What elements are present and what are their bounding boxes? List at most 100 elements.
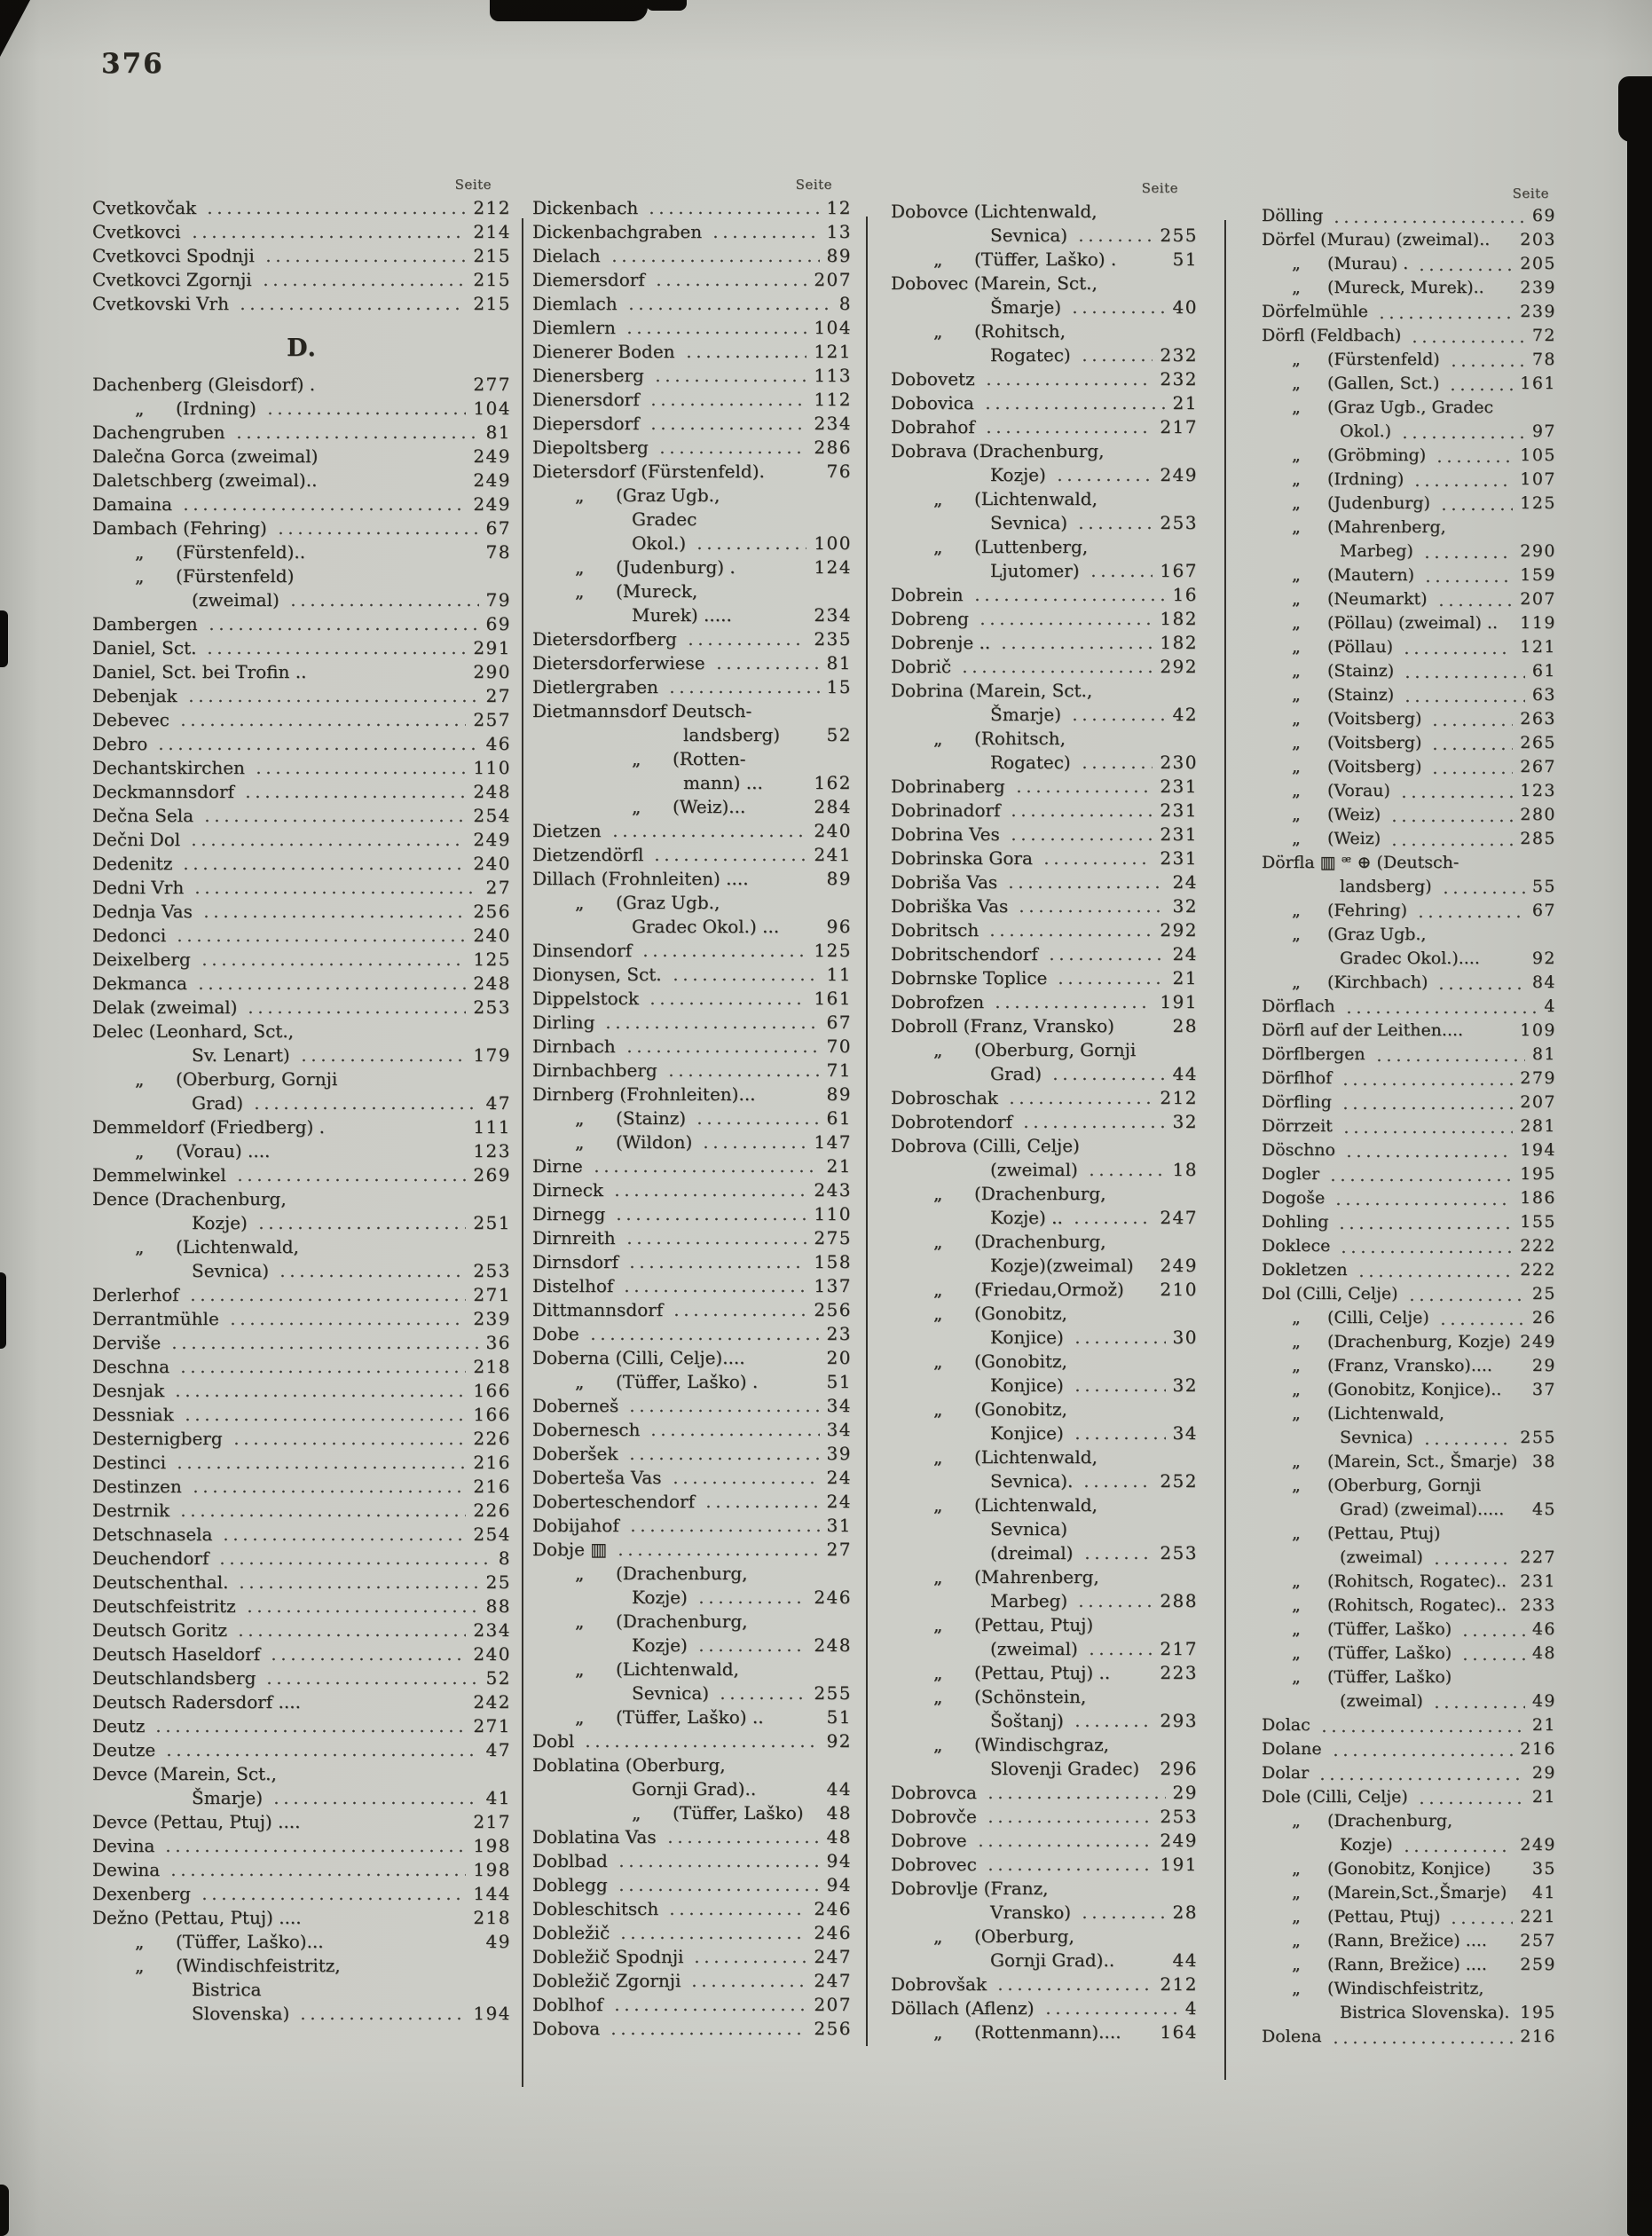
index-row: Dörfl (Feldbach) 72 [1262,326,1556,350]
column-divider [1224,220,1226,2080]
index-row: Dekmanca 248 [92,972,511,996]
entry-name: (Irdning) [1327,469,1404,489]
entry-name: (zweimal) [990,1159,1078,1180]
entry-name: Dogoše [1262,1188,1326,1208]
index-row: Dol (Cilli, Celje) 25 [1262,1284,1556,1308]
dot-leader [616,1850,820,1874]
index-row: „ (Drachenburg, [532,1610,852,1634]
entry-name: (Kirchbach) [1327,972,1428,992]
index-row: Doberneš 34 [532,1395,852,1419]
index-row: Dirnegg 110 [532,1203,852,1227]
dot-leader [1076,1590,1153,1614]
index-row: Dobovce (Lichtenwald, [891,201,1198,224]
entry-page: 292 [1160,656,1198,677]
entry-page: 32 [1172,895,1198,917]
index-row: „ (Windischfeistritz, [1262,1979,1556,2003]
entry-page: 290 [1520,541,1556,561]
entry-name: Döschno [1262,1140,1335,1160]
entry-page: 164 [1160,2021,1198,2043]
entry-page: 144 [473,1883,511,1904]
entry-name: (Tüffer, Laško) [1327,1619,1452,1639]
entry-page: 48 [1531,1643,1556,1663]
seite-column-header: Seite [795,177,832,193]
index-row: Dobrava (Drachenburg, [891,440,1198,464]
entry-name: Dobrava (Drachenburg, [891,440,1105,461]
dot-leader [587,1323,820,1347]
dot-leader [1086,1638,1153,1662]
entry-page: 207 [1520,589,1556,609]
entry-name: (Graz Ugb., Gradec [1327,398,1494,417]
dot-leader [993,991,1153,1015]
entry-name: Dietmannsdorf Deutsch- [532,700,752,721]
index-row: (zweimal) 227 [1262,1547,1556,1571]
entry-name: Dobrina Ves [891,823,1000,845]
index-row: Dobova 256 [532,2018,852,2042]
entry-name: Cvetkovčak [92,197,197,218]
entry-name: (Rohitsch, Rogatec).. [1327,1595,1507,1615]
index-row: Kozje) 249 [891,464,1198,488]
entry-name: Dippelstock [532,988,639,1009]
index-row: Daletschberg (zweimal).. 249 [92,469,511,493]
index-row: „ (Rann, Brežice) .... 257 [1262,1931,1556,1955]
dot-leader [164,1739,479,1763]
index-row: Dobrova (Cilli, Celje) [891,1135,1198,1159]
entry-name: Rogatec) [990,344,1071,366]
index-row: Dexenberg 144 [92,1883,511,1907]
entry-name: Kozje) [1340,1835,1393,1854]
dot-leader [987,919,1153,943]
entry-page: 21 [1531,1787,1556,1807]
index-row: Cvetkovci Spodnji 215 [92,245,511,269]
entry-page: 69 [485,613,511,634]
dot-leader [1013,776,1153,799]
dot-leader [169,1332,479,1356]
entry-name: Dobležič Zgornji [532,1970,681,1991]
dot-leader [1376,302,1514,326]
ditto-mark: „ [933,1614,943,1635]
entry-name: Dedenitz [92,853,173,874]
entry-name: (Fürstenfeld).. [176,541,306,563]
index-row: Dörflhof 279 [1262,1068,1556,1092]
entry-page: 79 [485,589,511,610]
dot-leader [1318,1763,1525,1787]
entry-page: 21 [1172,392,1198,413]
index-row: Dole (Cilli, Celje) 21 [1262,1787,1556,1811]
index-column-2: Seite Dickenbach 12 Dickenbachgraben 13 Diel… [532,174,852,2042]
entry-name: Devina [92,1835,155,1856]
index-row: Sevnica) 255 [891,224,1198,248]
entry-page: 271 [473,1715,511,1736]
ditto-mark: „ [1292,1523,1301,1543]
entry-page: 223 [1160,1662,1198,1683]
dot-leader [718,1682,807,1706]
entry-name: Diemersdorf [532,269,645,290]
dot-leader [653,269,807,293]
entry-name: Šmarje) [990,704,1061,725]
index-row: „ (Vorau) 123 [1262,781,1556,805]
entry-page: 231 [1160,823,1198,845]
dot-leader [624,1035,820,1059]
index-row: „ (Mautern) 159 [1262,565,1556,589]
dot-leader [1410,326,1525,350]
entry-name: (Lichtenwald, [974,1494,1097,1516]
index-row: „ (Rohitsch, Rogatec).. 231 [1262,1571,1556,1595]
ditto-mark: „ [933,2021,943,2043]
entry-name: Doberšek [532,1443,618,1464]
entry-page: 125 [473,949,511,970]
entry-name: (Franz, Vransko).... [1327,1356,1492,1375]
entry-page: 76 [826,461,852,482]
entry-page: 234 [814,604,852,626]
entry-page: 216 [1520,2027,1556,2046]
entry-page: 275 [814,1227,852,1248]
ditto-mark: „ [575,484,585,506]
entry-name: Dobovec (Marein, Sct., [891,272,1097,294]
ditto-mark: „ [1292,1811,1301,1831]
entry-name: Dobovetz [891,368,975,390]
index-row: Dietersdorfberg 235 [532,628,852,652]
ditto-mark: „ [1292,1667,1301,1687]
index-row: Dečna Sela 254 [92,805,511,829]
dot-leader [704,1491,820,1515]
entry-name: Dobroschak [891,1087,998,1108]
dot-leader [1082,1470,1153,1494]
index-row: Sevnica) 255 [1262,1428,1556,1452]
ditto-mark: „ [933,1734,943,1755]
dot-leader [1412,469,1514,493]
